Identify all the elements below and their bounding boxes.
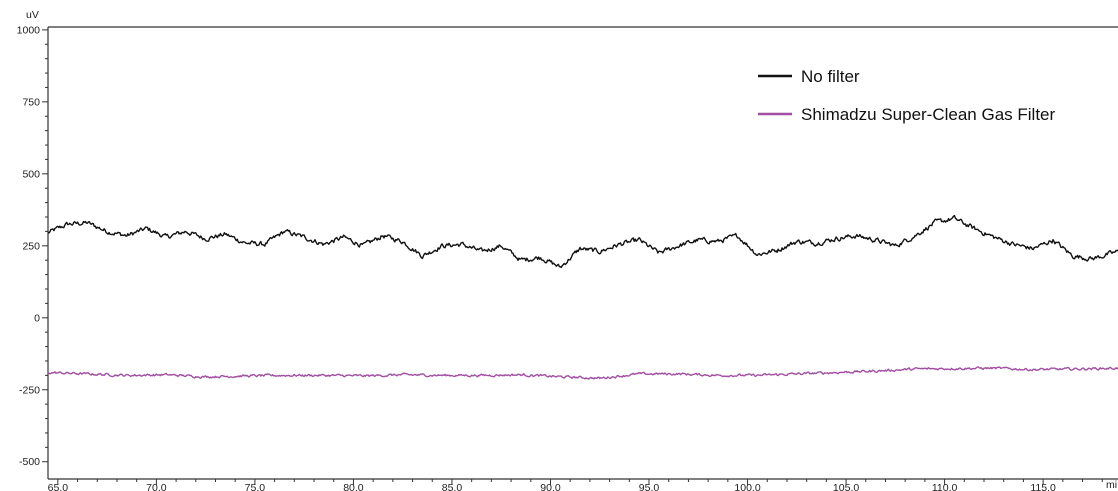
x-tick-label: 80.0: [343, 482, 364, 491]
x-axis-ticks: 65.0 70.0 75.0 80.0 85.0 90.0 95.0 100.0 105.0 11…: [48, 479, 1103, 491]
x-tick-label: 85.0: [442, 482, 463, 491]
y-tick-label: 250: [22, 240, 40, 252]
axes: [48, 27, 1118, 479]
x-tick-label: 100.0: [734, 482, 760, 491]
legend-label: Shimadzu Super-Clean Gas Filter: [801, 105, 1056, 124]
x-tick-label: 75.0: [245, 482, 266, 491]
y-tick-label: -250: [19, 384, 40, 396]
x-tick-label: 110.0: [932, 482, 958, 491]
x-tick-label: 115.0: [1030, 482, 1056, 491]
series-line-gas-filter: [48, 367, 1118, 379]
y-tick-label: 500: [22, 168, 40, 180]
y-tick-label: 0: [34, 312, 40, 324]
x-tick-label: 90.0: [540, 482, 561, 491]
series-layer: [48, 216, 1118, 379]
x-axis-unit-label: mi: [1106, 479, 1117, 491]
y-tick-label: 750: [22, 96, 40, 108]
y-tick-label: 1000: [17, 24, 41, 36]
x-tick-label: 65.0: [48, 482, 69, 491]
legend: No filter Shimadzu Super-Clean Gas Filter: [758, 67, 1056, 124]
x-tick-label: 70.0: [146, 482, 167, 491]
legend-label: No filter: [801, 67, 860, 86]
x-tick-label: 95.0: [639, 482, 660, 491]
x-tick-label: 105.0: [833, 482, 859, 491]
y-axis-unit-label: uV: [26, 9, 39, 21]
y-tick-label: -500: [19, 456, 40, 468]
y-axis-ticks: 1000 750 500 250 0 -250 -500: [17, 24, 48, 468]
series-line-no-filter: [48, 216, 1118, 268]
